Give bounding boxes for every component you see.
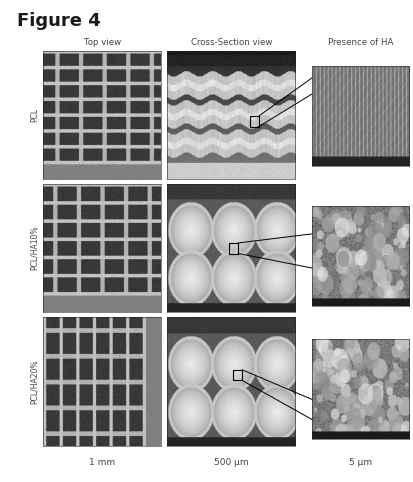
Text: Cross-Section view: Cross-Section view <box>190 38 272 47</box>
Text: PCL/HA20%: PCL/HA20% <box>30 360 39 404</box>
Text: PCL/HA10%: PCL/HA10% <box>30 226 39 270</box>
Text: 5 μm: 5 μm <box>349 458 372 467</box>
Text: PCL: PCL <box>30 108 39 122</box>
Text: 1 mm: 1 mm <box>89 458 115 467</box>
Text: 500 μm: 500 μm <box>214 458 249 467</box>
Text: Presence of HA: Presence of HA <box>328 38 393 47</box>
Text: Top view: Top view <box>84 38 121 47</box>
Text: Figure 4: Figure 4 <box>17 12 100 30</box>
